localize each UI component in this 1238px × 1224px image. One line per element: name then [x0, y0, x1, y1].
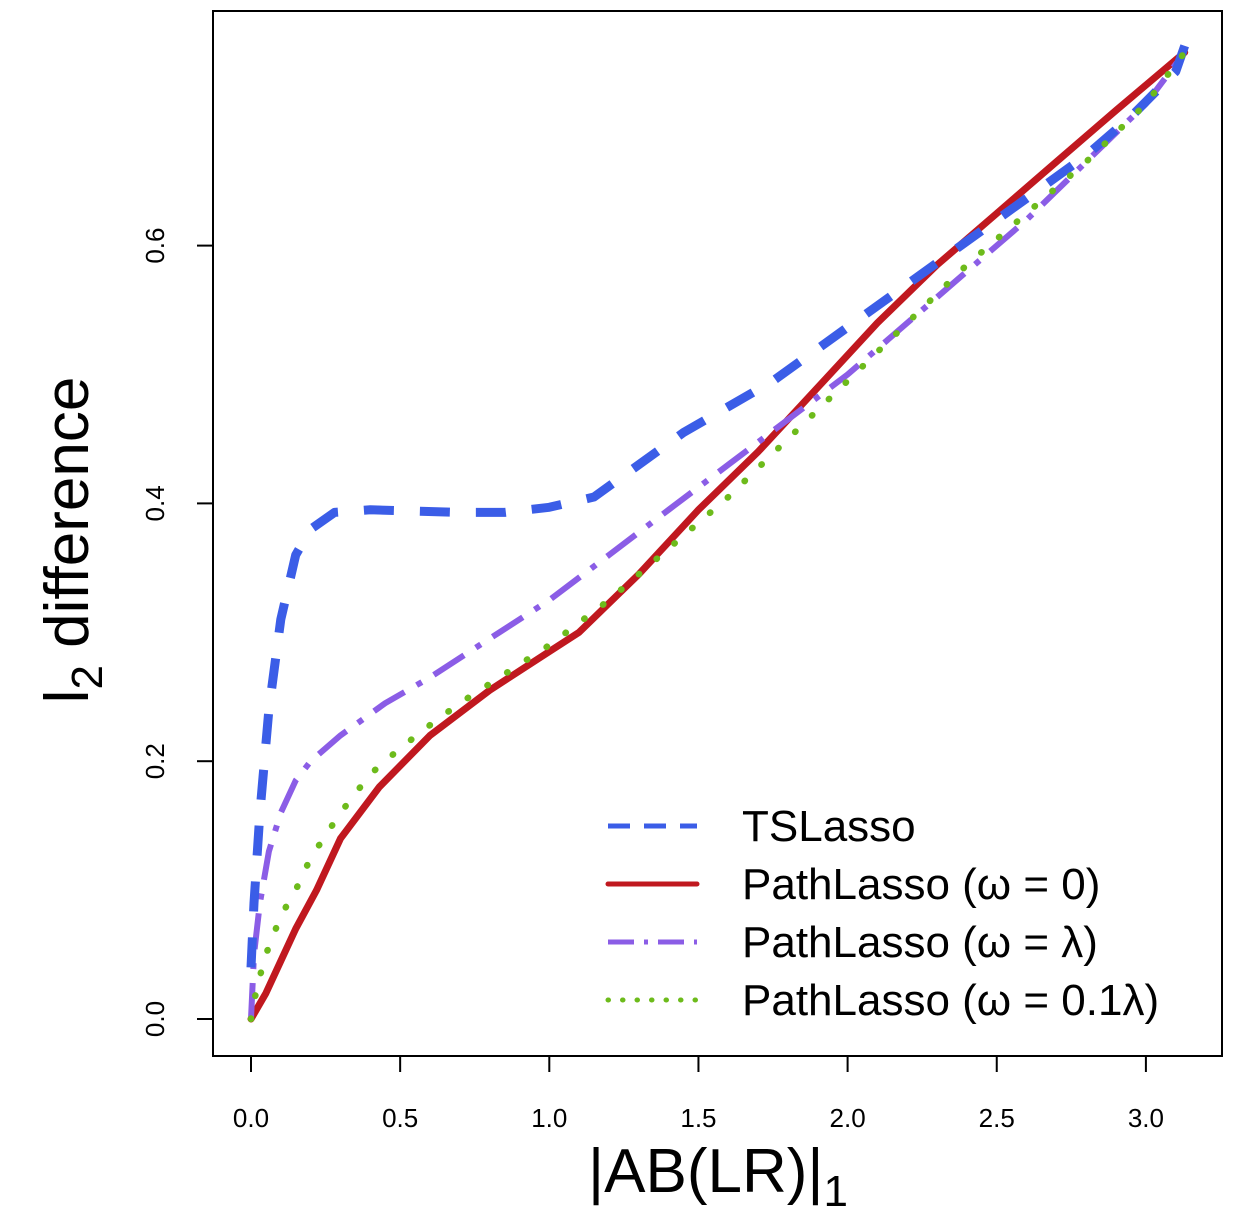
y-axis: 0.0 0.2 0.4 0.6 — [140, 228, 214, 1037]
x-axis-title-subscript: 1 — [823, 1167, 847, 1216]
y-tick-label: 0.0 — [140, 1001, 170, 1037]
y-tick-label: 0.4 — [140, 485, 170, 521]
y-axis-title-rest: difference — [33, 377, 102, 665]
x-axis: 0.0 0.5 1.0 1.5 2.0 2.5 3.0 — [233, 1055, 1164, 1133]
y-axis-title: l2 difference — [33, 377, 112, 704]
x-tick-label: 0.0 — [233, 1103, 269, 1133]
legend-label-2: PathLasso (ω = λ) — [742, 918, 1098, 967]
y-axis-title-main: l — [33, 690, 102, 704]
x-axis-title: |AB(LR)|1 — [588, 1137, 848, 1216]
x-axis-title-main: |AB(LR)| — [588, 1137, 823, 1206]
legend-label-1: PathLasso (ω = 0) — [742, 860, 1100, 909]
y-axis-title-subscript: 2 — [63, 665, 112, 689]
legend: TSLasso PathLasso (ω = 0) PathLasso (ω = λ… — [605, 802, 1159, 1025]
x-tick-label: 0.5 — [382, 1103, 418, 1133]
x-tick-label: 1.0 — [531, 1103, 567, 1133]
series-line-2 — [248, 50, 1188, 1020]
x-tick-label: 2.0 — [830, 1103, 866, 1133]
legend-label-0: TSLasso — [742, 802, 916, 851]
legend-label-3: PathLasso (ω = 0.1λ) — [742, 976, 1159, 1025]
y-tick-label: 0.2 — [140, 743, 170, 779]
x-tick-label: 1.5 — [680, 1103, 716, 1133]
y-tick-label: 0.6 — [140, 228, 170, 264]
x-tick-label: 2.5 — [979, 1103, 1015, 1133]
series-line-0 — [246, 44, 1189, 968]
series-layer — [246, 44, 1189, 1023]
x-tick-label: 3.0 — [1128, 1103, 1164, 1133]
